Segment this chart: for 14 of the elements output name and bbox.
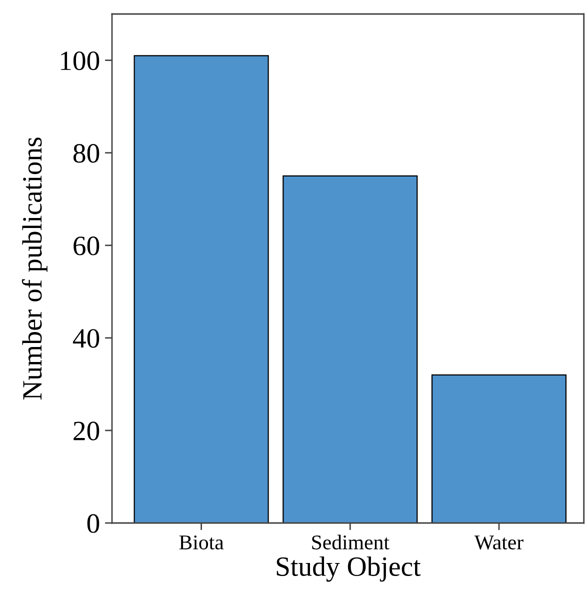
x-axis-title: Study Object — [276, 556, 421, 582]
x-tick-label: Water — [474, 536, 524, 550]
y-tick-label: 40 — [72, 329, 100, 348]
bar — [431, 374, 567, 523]
y-tick-label: 0 — [87, 514, 100, 533]
x-tick-label: Sediment — [312, 534, 390, 550]
y-tick-label: 60 — [74, 236, 100, 256]
y-tick-label: 80 — [73, 144, 100, 163]
y-tick-label: 20 — [74, 422, 100, 440]
x-tick-label: Biota — [179, 535, 224, 550]
bar — [134, 55, 269, 523]
bar — [282, 175, 418, 523]
y-axis-title: Number of publications — [22, 138, 48, 400]
y-tick-label: 100 — [60, 51, 100, 70]
